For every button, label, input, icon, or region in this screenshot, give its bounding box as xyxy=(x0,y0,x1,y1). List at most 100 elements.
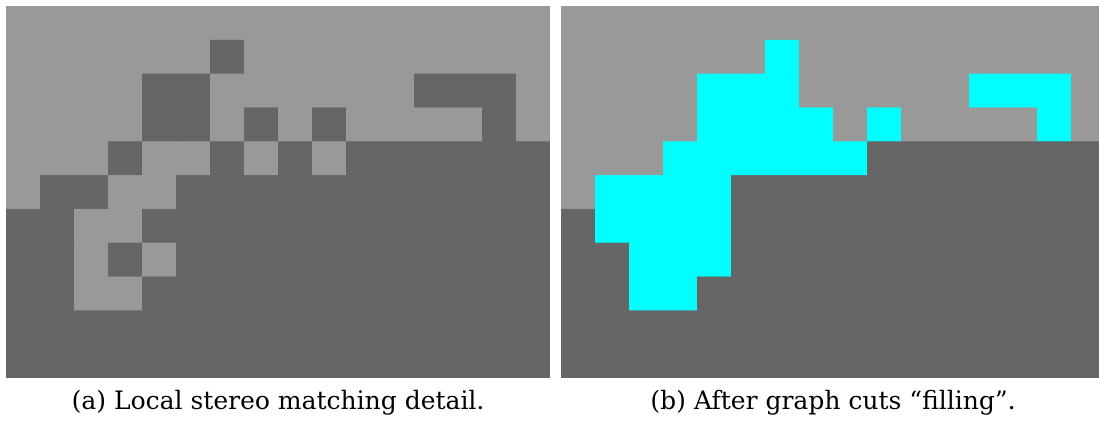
grid-cell xyxy=(833,141,868,176)
grid-cell xyxy=(448,175,483,210)
grid-cell xyxy=(40,39,75,75)
grid-cell xyxy=(1037,310,1072,345)
grid-cell xyxy=(108,310,143,345)
grid-cell xyxy=(210,73,245,109)
grid-cell xyxy=(482,73,517,109)
grid-cell xyxy=(765,6,800,41)
grid-cell xyxy=(663,310,698,345)
grid-cell xyxy=(482,39,517,75)
grid-cell xyxy=(108,242,143,278)
grid-cell xyxy=(346,39,381,75)
grid-cell xyxy=(278,310,313,345)
grid-cell xyxy=(731,344,766,378)
grid-cell xyxy=(74,6,109,41)
grid-cell xyxy=(40,242,75,278)
grid-cell xyxy=(210,107,245,142)
grid-cell xyxy=(1037,344,1072,378)
grid-cell xyxy=(765,242,800,278)
grid-cell xyxy=(935,6,970,41)
grid-cell xyxy=(765,344,800,378)
grid-cell xyxy=(74,208,109,244)
grid-cell xyxy=(312,208,347,244)
grid-cell xyxy=(969,208,1004,244)
grid-cell xyxy=(833,208,868,244)
grid-cell xyxy=(1003,344,1038,378)
grid-cell xyxy=(697,208,732,244)
grid-cell xyxy=(731,141,766,176)
grid-cell xyxy=(244,344,279,378)
grid-cell xyxy=(176,344,211,378)
grid-cell xyxy=(482,107,517,142)
grid-cell xyxy=(561,6,596,41)
grid-cell xyxy=(833,6,868,41)
grid-cell xyxy=(663,208,698,244)
grid-cell xyxy=(969,6,1004,41)
grid-cell xyxy=(142,344,177,378)
grid-cell xyxy=(833,107,868,142)
grid-cell xyxy=(731,242,766,278)
grid-cell xyxy=(414,39,449,75)
grid-cell xyxy=(1003,242,1038,278)
grid-cell xyxy=(482,242,517,278)
grid-cell xyxy=(40,208,75,244)
grid-cell xyxy=(448,73,483,109)
grid-cell xyxy=(731,39,766,75)
grid-cell xyxy=(278,276,313,311)
grid-cell xyxy=(901,208,936,244)
grid-cell xyxy=(731,6,766,41)
grid-cell xyxy=(629,175,664,210)
grid-cell xyxy=(697,107,732,142)
grid-cell xyxy=(901,107,936,142)
grid-cell xyxy=(833,310,868,345)
grid-cell xyxy=(346,107,381,142)
grid-cell xyxy=(244,310,279,345)
grid-cell xyxy=(629,6,664,41)
grid-cell xyxy=(482,276,517,311)
grid-cell xyxy=(380,107,415,142)
grid-cell xyxy=(697,141,732,176)
grid-cell xyxy=(901,242,936,278)
caption-a: (a) Local stereo matching detail. xyxy=(71,386,485,415)
grid-cell xyxy=(765,141,800,176)
grid-cell xyxy=(278,175,313,210)
grid-cell xyxy=(799,175,834,210)
grid-cell xyxy=(6,6,41,41)
grid-cell xyxy=(108,107,143,142)
grid-cell xyxy=(561,310,596,345)
grid-cell xyxy=(142,175,177,210)
grid-cell xyxy=(108,276,143,311)
grid-cell xyxy=(516,276,550,311)
grid-cell xyxy=(901,141,936,176)
grid-cell xyxy=(595,276,630,311)
grid-cell xyxy=(176,208,211,244)
grid-cell xyxy=(799,276,834,311)
grid-cell xyxy=(414,73,449,109)
grid-cell xyxy=(414,175,449,210)
grid-cell xyxy=(867,242,902,278)
grid-cell xyxy=(516,73,550,109)
grid-cell xyxy=(142,6,177,41)
grid-cell xyxy=(935,344,970,378)
grid-cell xyxy=(935,73,970,109)
grid-cell xyxy=(142,242,177,278)
grid-cell xyxy=(142,39,177,75)
grid-cell xyxy=(142,310,177,345)
grid-cell xyxy=(414,242,449,278)
grid-cell xyxy=(108,6,143,41)
grid-cell xyxy=(765,107,800,142)
grid-cell xyxy=(1071,310,1099,345)
grid-cell xyxy=(867,175,902,210)
grid-cell xyxy=(108,141,143,176)
grid-cell xyxy=(312,107,347,142)
grid-cell xyxy=(731,310,766,345)
grid-cell xyxy=(516,208,550,244)
grid-cell xyxy=(969,242,1004,278)
grid-cell xyxy=(312,276,347,311)
grid-cell xyxy=(312,6,347,41)
grid-cell xyxy=(380,175,415,210)
grid-cell xyxy=(561,141,596,176)
grid-cell xyxy=(380,6,415,41)
grid-cell xyxy=(867,107,902,142)
grid-cell xyxy=(561,208,596,244)
grid-cell xyxy=(1037,242,1072,278)
